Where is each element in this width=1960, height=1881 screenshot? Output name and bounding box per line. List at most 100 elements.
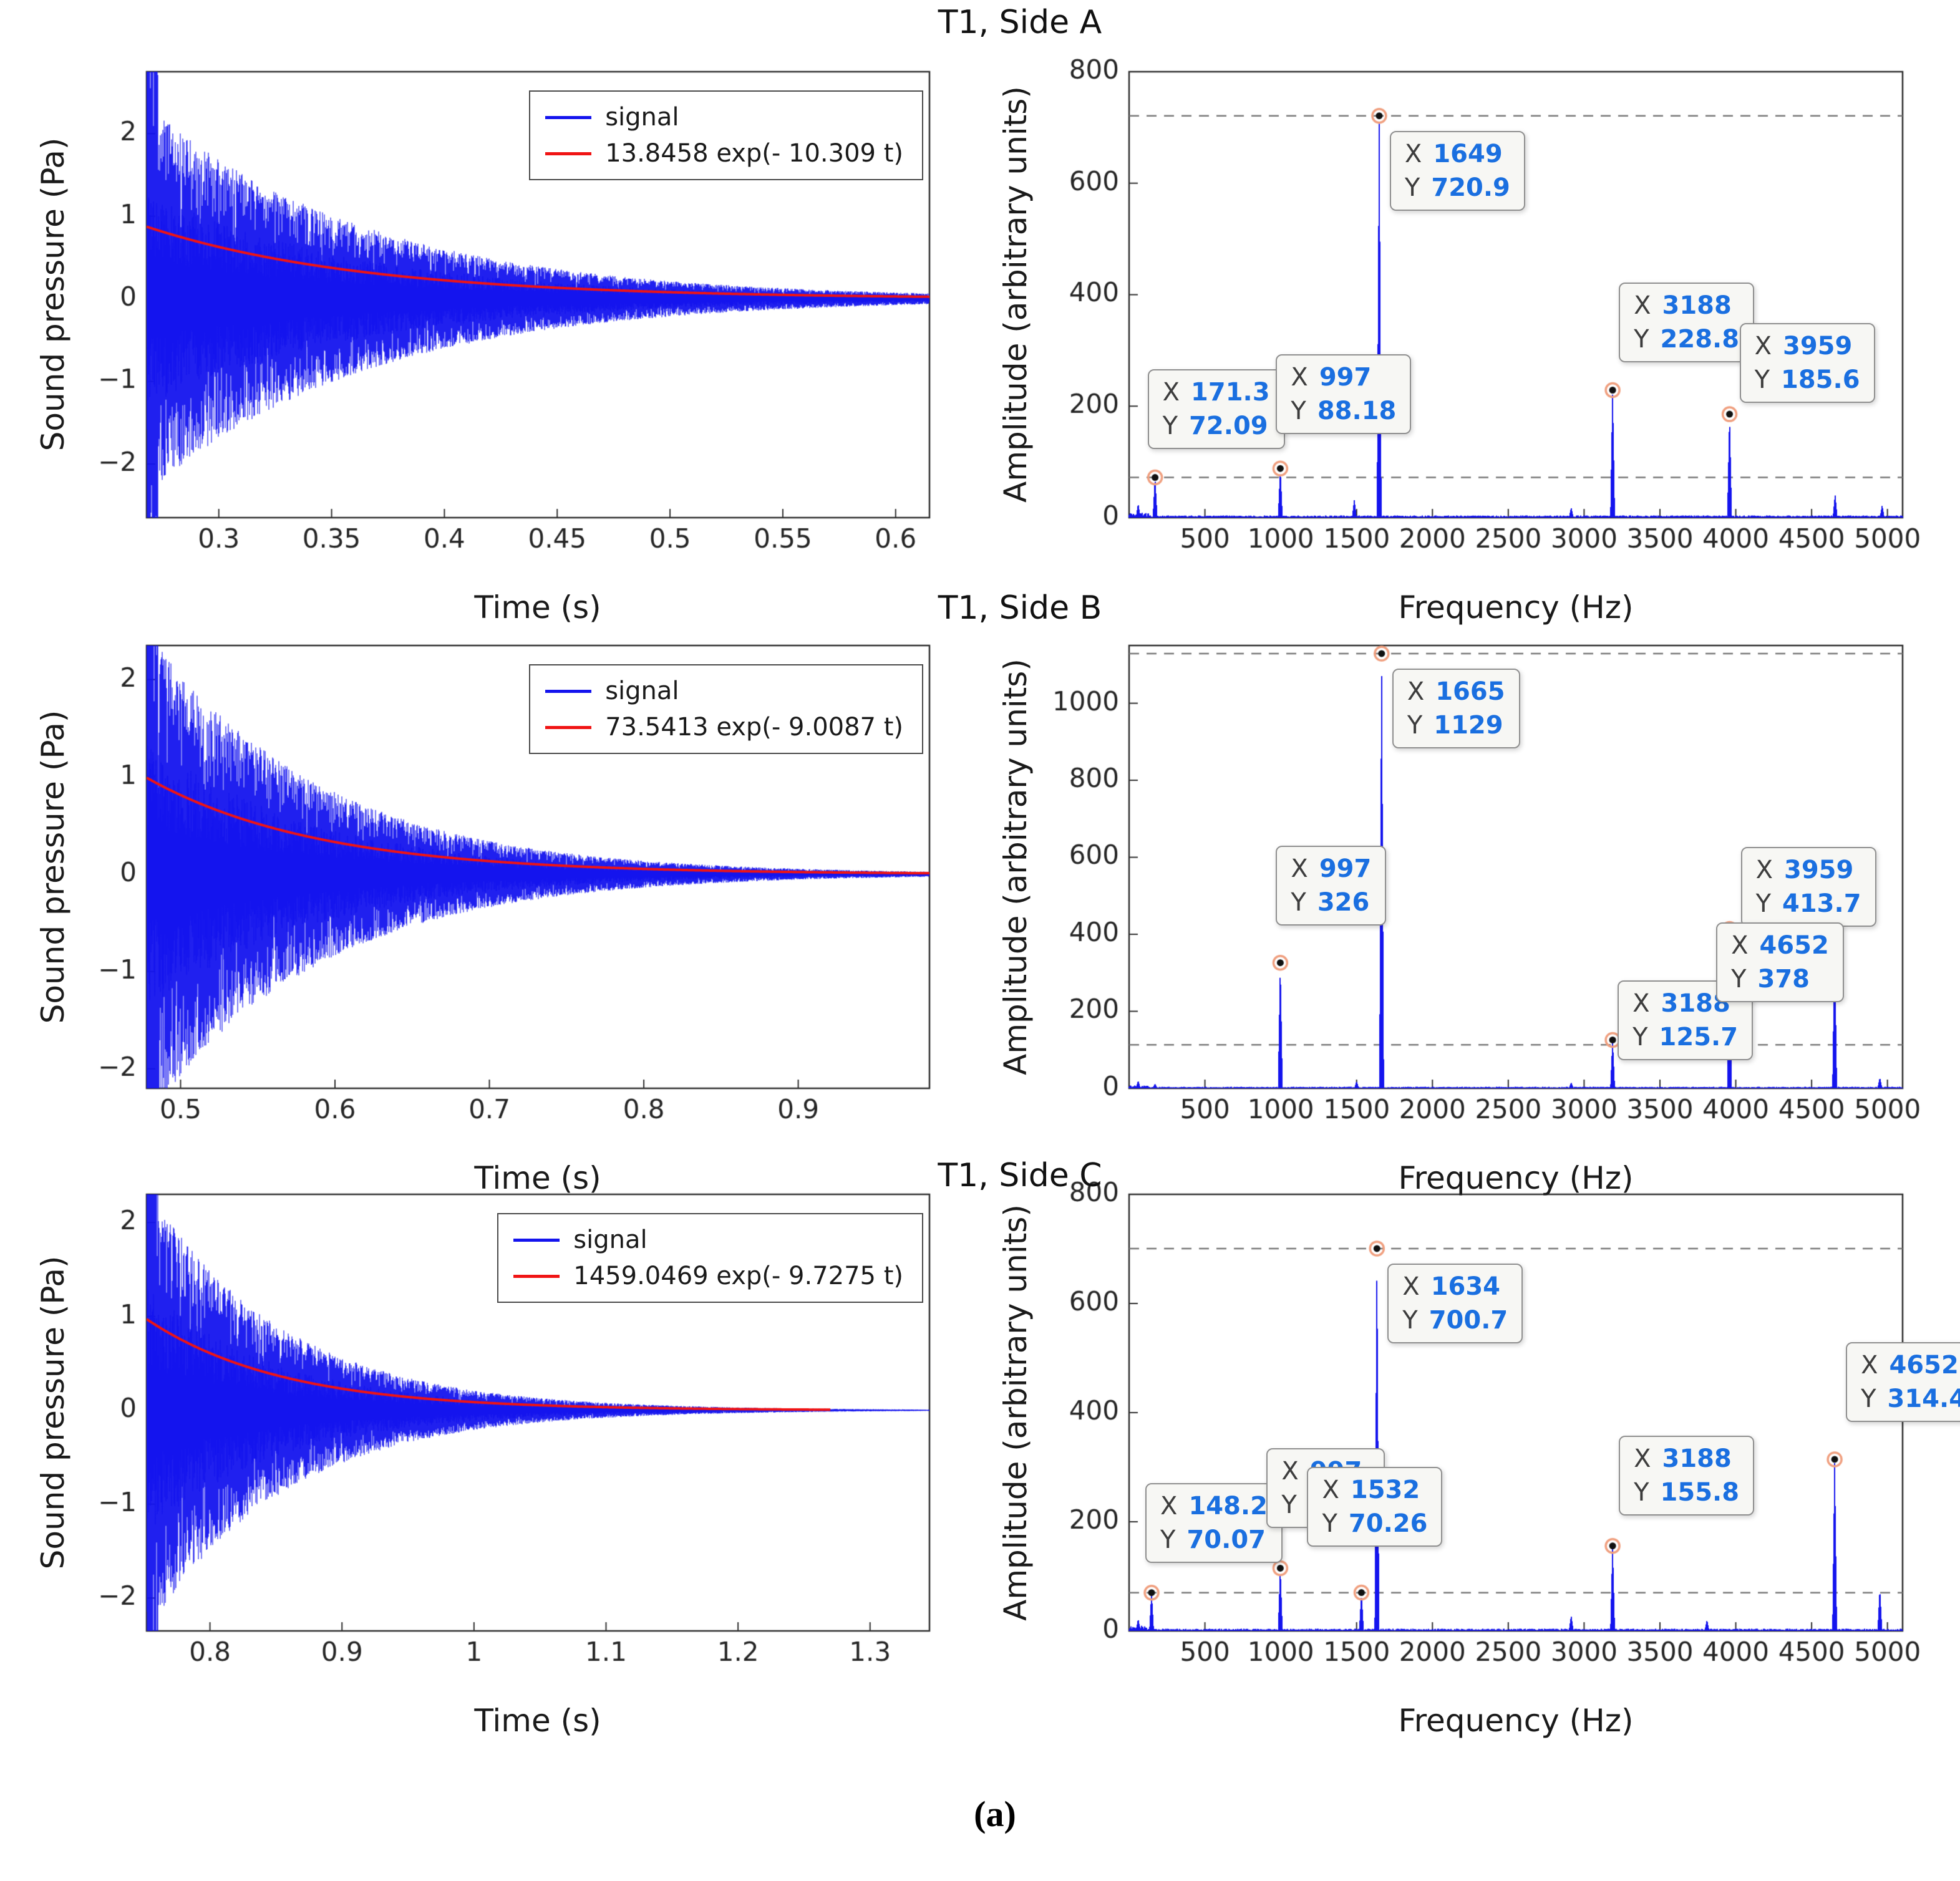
datatip-value: 70.07	[1186, 1525, 1266, 1554]
datatip-key: Y	[1404, 173, 1420, 202]
datatip-key: X	[1634, 1444, 1651, 1473]
datatip[interactable]: X 4652 Y 314.4	[1846, 1342, 1960, 1422]
x-axis-label-time-a: Time (s)	[474, 589, 601, 626]
datatip-key: Y	[1160, 1525, 1176, 1554]
legend-label-signal: signal	[605, 677, 679, 705]
datatip-key: Y	[1731, 964, 1747, 994]
datatip[interactable]: X 3959 Y 413.7	[1740, 846, 1876, 927]
legend-c[interactable]: signal 1459.0469 exp(- 9.7275 t)	[497, 1213, 923, 1303]
datatip-value: 700.7	[1429, 1305, 1508, 1335]
x-axis-label-freq-c: Frequency (Hz)	[1398, 1703, 1634, 1739]
datatip-value: 3188	[1662, 1444, 1732, 1473]
x-axis-label-time-b: Time (s)	[474, 1160, 601, 1196]
datatip-key: X	[1404, 139, 1422, 168]
datatip-value: 70.26	[1348, 1509, 1428, 1538]
y-axis-label-time-c: Sound pressure (Pa)	[35, 1255, 71, 1570]
legend-label-signal: signal	[605, 103, 679, 132]
datatip-key: Y	[1755, 889, 1772, 918]
y-axis-label-time-a: Sound pressure (Pa)	[35, 137, 71, 452]
legend-entry-signal: signal	[513, 1226, 648, 1254]
y-axis-label-time-b: Sound pressure (Pa)	[35, 710, 71, 1024]
datatip[interactable]: X 1665 Y 1129	[1392, 668, 1520, 748]
datatip-value: 148.2	[1188, 1491, 1268, 1521]
datatip-key: X	[1322, 1475, 1339, 1504]
datatip-value: 4652	[1759, 931, 1829, 960]
legend-label-signal: signal	[573, 1226, 648, 1254]
legend-label-fit: 13.8458 exp(- 10.309 t)	[605, 139, 903, 168]
legend-entry-fit: 13.8458 exp(- 10.309 t)	[545, 139, 903, 168]
legend-label-fit: 1459.0469 exp(- 9.7275 t)	[573, 1262, 903, 1290]
datatip[interactable]: X 997 Y 326	[1276, 845, 1387, 926]
subplot-title-b: T1, Side B	[938, 589, 1102, 627]
datatip-key: Y	[1291, 397, 1306, 426]
datatip-key: X	[1160, 1491, 1178, 1521]
datatip-key: Y	[1402, 1305, 1418, 1335]
datatip-key: X	[1754, 332, 1772, 361]
datatip-value: 88.18	[1317, 397, 1397, 426]
datatip-key: X	[1861, 1350, 1878, 1380]
datatip[interactable]: X 4652 Y 378	[1716, 922, 1844, 1002]
datatip-key: Y	[1281, 1491, 1297, 1520]
datatip-key: X	[1281, 1457, 1299, 1486]
subplot-title-a: T1, Side A	[938, 4, 1102, 41]
legend-entry-signal: signal	[545, 677, 679, 705]
datatip-key: Y	[1754, 365, 1770, 395]
datatip[interactable]: X 1649 Y 720.9	[1389, 130, 1525, 211]
x-axis-label-freq-a: Frequency (Hz)	[1398, 589, 1634, 626]
datatip-key: Y	[1322, 1509, 1337, 1538]
datatip-value: 997	[1319, 854, 1372, 883]
datatip-key: X	[1291, 854, 1308, 883]
datatip-value: 378	[1757, 964, 1810, 994]
legend-line-signal-icon	[545, 689, 592, 693]
datatip-key: Y	[1407, 710, 1423, 740]
datatip-value: 3959	[1782, 332, 1853, 361]
datatip-key: Y	[1634, 324, 1649, 354]
datatip-key: X	[1162, 377, 1180, 407]
legend-line-fit-icon	[545, 725, 592, 729]
datatip-key: Y	[1633, 1023, 1648, 1052]
datatip-key: X	[1755, 855, 1773, 884]
datatip[interactable]: X 1532 Y 70.26	[1307, 1466, 1443, 1547]
figure-caption: (a)	[974, 1794, 1016, 1834]
datatip-value: 3959	[1783, 855, 1854, 884]
legend-a[interactable]: signal 13.8458 exp(- 10.309 t)	[529, 90, 923, 180]
y-axis-label-freq-b: Amplitude (arbitrary units)	[997, 659, 1034, 1075]
datatip[interactable]: X 3188 Y 228.8	[1619, 282, 1755, 362]
datatip-value: 326	[1317, 887, 1370, 917]
datatip-key: Y	[1162, 411, 1178, 440]
datatip-key: Y	[1861, 1384, 1876, 1413]
legend-line-signal-icon	[513, 1238, 560, 1242]
datatip[interactable]: X 171.3 Y 72.09	[1147, 369, 1285, 449]
datatip[interactable]: X 1634 Y 700.7	[1387, 1263, 1523, 1343]
datatip-value: 125.7	[1659, 1023, 1739, 1052]
datatip-value: 314.4	[1887, 1384, 1960, 1413]
legend-b[interactable]: signal 73.5413 exp(- 9.0087 t)	[529, 664, 923, 754]
datatip-key: Y	[1291, 887, 1306, 917]
datatip[interactable]: X 3959 Y 185.6	[1739, 323, 1875, 404]
datatip[interactable]: X 997 Y 88.18	[1276, 354, 1412, 435]
datatip-value: 4652	[1889, 1350, 1959, 1380]
subplot-title-c: T1, Side C	[938, 1157, 1102, 1194]
x-axis-label-freq-b: Frequency (Hz)	[1398, 1160, 1634, 1196]
datatip-value: 171.3	[1191, 377, 1270, 407]
datatip-value: 228.8	[1660, 324, 1740, 354]
datatip-value: 1665	[1435, 677, 1505, 706]
datatip-value: 155.8	[1660, 1477, 1740, 1507]
legend-entry-fit: 73.5413 exp(- 9.0087 t)	[545, 713, 903, 742]
legend-entry-signal: signal	[545, 103, 679, 132]
datatip-key: X	[1731, 931, 1749, 960]
datatip-value: 1634	[1430, 1272, 1501, 1301]
datatip[interactable]: X 3188 Y 155.8	[1619, 1435, 1755, 1516]
datatip-value: 1649	[1433, 139, 1503, 168]
datatip-value: 3188	[1662, 291, 1732, 320]
datatip-value: 185.6	[1781, 365, 1860, 395]
legend-line-fit-icon	[513, 1274, 560, 1278]
datatip-value: 720.9	[1431, 173, 1510, 202]
datatip-value: 997	[1319, 363, 1372, 392]
x-axis-label-time-c: Time (s)	[474, 1703, 601, 1739]
datatip[interactable]: X 148.2 Y 70.07	[1145, 1482, 1283, 1563]
legend-line-signal-icon	[545, 115, 592, 119]
datatip-key: X	[1402, 1272, 1420, 1301]
datatip-key: X	[1291, 363, 1308, 392]
